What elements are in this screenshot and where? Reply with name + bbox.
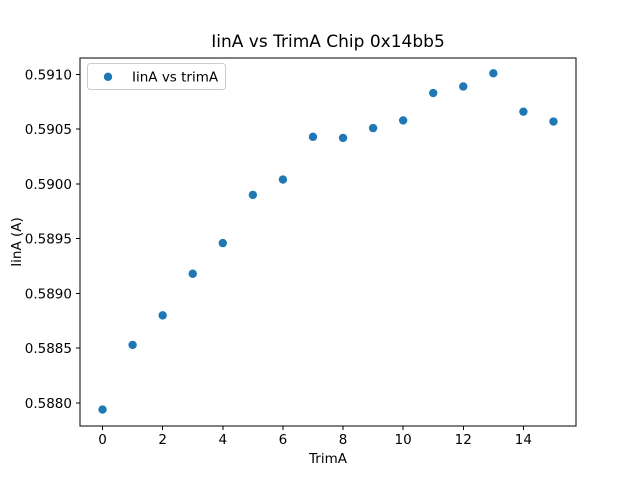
x-axis-label: TrimA [308, 451, 348, 467]
data-point [338, 133, 348, 143]
y-tick-label: 0.5910 [25, 67, 72, 83]
data-point [368, 123, 378, 133]
y-tick-label: 0.5880 [25, 396, 72, 412]
data-point [278, 175, 288, 184]
x-tick-label: 6 [279, 432, 288, 448]
x-tick-label: 2 [158, 432, 167, 448]
x-tick-label: 0 [98, 432, 107, 448]
data-point [188, 269, 197, 278]
data-point [248, 190, 258, 200]
y-tick-label: 0.5895 [25, 232, 72, 248]
x-tick-label: 10 [395, 432, 412, 448]
y-tick-label: 0.5900 [25, 177, 72, 193]
data-point [429, 88, 438, 98]
data-point [308, 132, 318, 142]
data-point [549, 117, 558, 126]
data-point [128, 340, 137, 350]
legend-box [87, 63, 226, 90]
data-point [158, 311, 167, 320]
data-point [98, 405, 107, 414]
x-tick-label: 8 [339, 432, 348, 448]
y-tick-label: 0.5890 [25, 286, 72, 302]
y-tick-label: 0.5885 [25, 341, 72, 357]
y-tick-label: 0.5905 [25, 122, 72, 138]
y-axis-label: IinA (A) [9, 217, 25, 267]
x-tick-label: 14 [515, 432, 532, 448]
data-point [519, 107, 528, 116]
data-point [489, 69, 498, 78]
legend-label: IinA vs trimA [132, 70, 219, 86]
data-point [459, 82, 468, 91]
chart-title: IinA vs TrimA Chip 0x14bb5 [211, 32, 445, 52]
x-tick-label: 4 [218, 432, 227, 448]
data-point [398, 116, 408, 125]
data-point [218, 238, 227, 248]
x-tick-label: 12 [455, 432, 472, 448]
legend-marker-icon [103, 72, 113, 82]
axes-frame [79, 57, 577, 427]
